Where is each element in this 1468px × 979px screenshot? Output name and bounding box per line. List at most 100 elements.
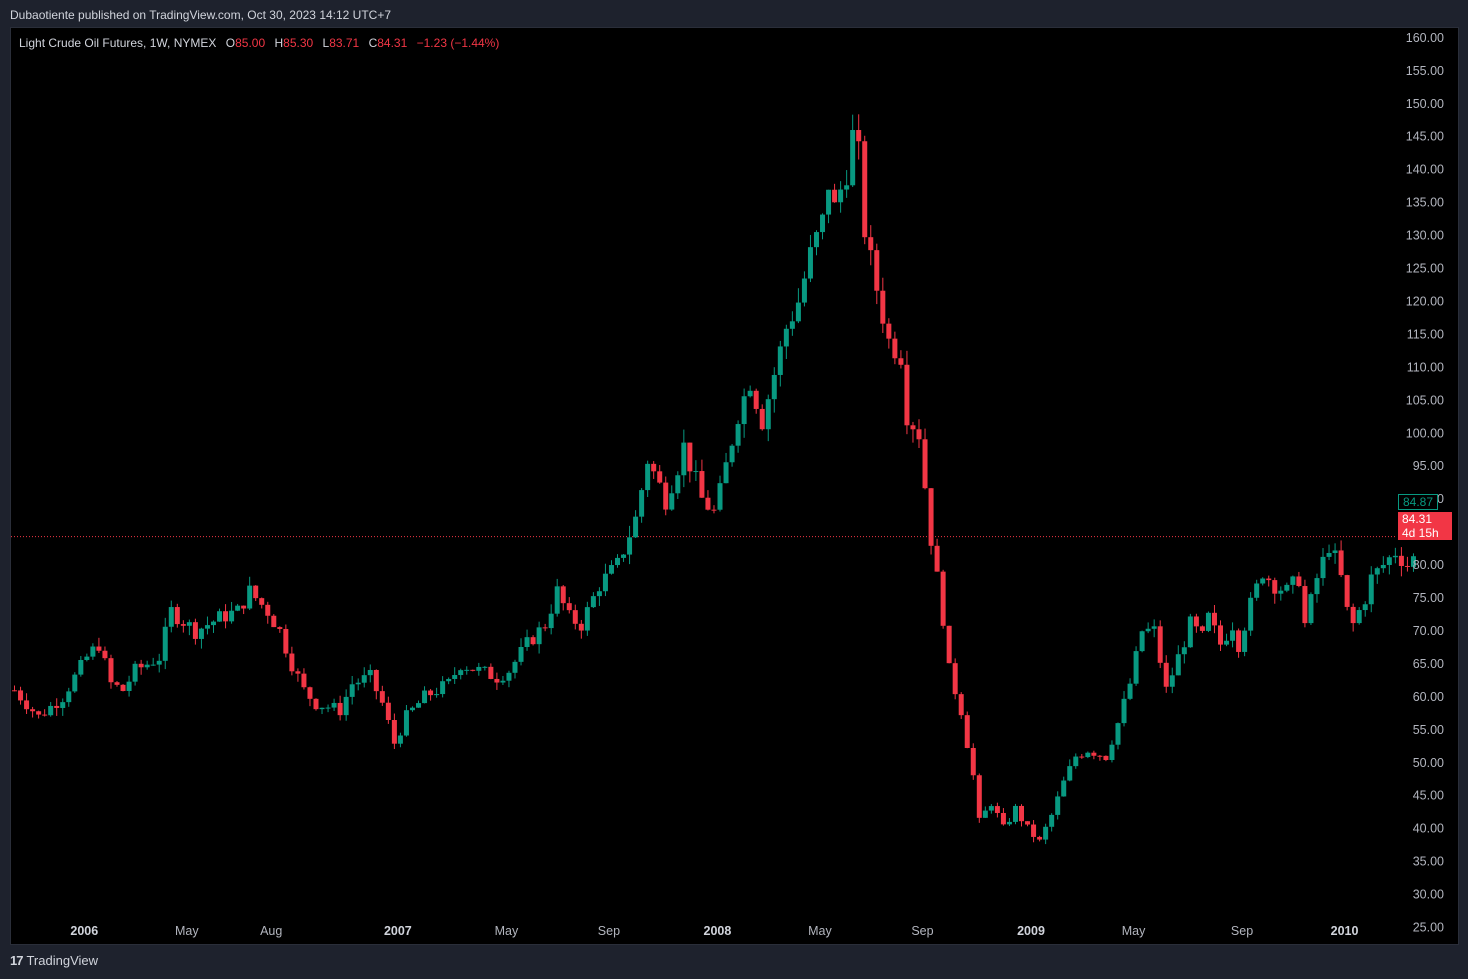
candle-body xyxy=(548,613,554,629)
candle-body xyxy=(229,610,235,622)
candle-body xyxy=(1350,606,1356,624)
x-tick-label: Aug xyxy=(260,924,282,938)
candle-body xyxy=(976,775,982,818)
candle-body xyxy=(373,669,379,692)
candle-body xyxy=(946,625,952,664)
y-tick-label: 70.00 xyxy=(1413,624,1444,638)
candle-body xyxy=(1344,575,1350,607)
candle-body xyxy=(277,627,283,629)
candle-body xyxy=(1012,805,1018,822)
x-tick-label: May xyxy=(808,924,832,938)
candle-body xyxy=(1356,610,1362,624)
candle-body xyxy=(602,573,608,592)
y-tick-label: 75.00 xyxy=(1413,591,1444,605)
candle-body xyxy=(1133,651,1139,684)
x-axis[interactable]: 2006 May Aug 2007 May Sep 2008 May Sep 2009 May Sep… xyxy=(70,924,1358,938)
candle-body xyxy=(1037,836,1043,840)
x-tick-label: 2008 xyxy=(704,924,732,938)
candle-body xyxy=(307,687,313,699)
candle-body xyxy=(904,364,910,426)
candle-body xyxy=(72,674,78,692)
high-value: 85.30 xyxy=(283,36,314,50)
candle-body xyxy=(862,141,868,238)
candle-body xyxy=(898,358,904,365)
candle-body xyxy=(771,374,777,400)
candle-body xyxy=(120,684,126,691)
close-value: 84.31 xyxy=(377,36,408,50)
candle-body xyxy=(910,425,916,430)
candle-body xyxy=(1404,565,1410,567)
candle-body xyxy=(512,661,518,673)
candle-body xyxy=(1392,555,1398,558)
candle-body xyxy=(1224,640,1230,645)
candle-body xyxy=(1019,805,1025,822)
footer-brand[interactable]: 17 TradingView xyxy=(10,953,98,968)
candle-body xyxy=(524,637,530,647)
candle-body xyxy=(174,607,180,625)
candle-body xyxy=(30,709,36,712)
x-tick-label: 2006 xyxy=(70,924,98,938)
candle-body xyxy=(458,670,464,676)
candle-body xyxy=(1338,550,1344,576)
close-label: C xyxy=(368,36,378,50)
candle-body xyxy=(1368,574,1374,605)
candle-body xyxy=(705,497,711,510)
candle-body xyxy=(669,493,675,510)
candle-body xyxy=(102,650,108,659)
candle-body xyxy=(506,672,512,681)
candle-body xyxy=(440,681,446,695)
y-tick-label: 30.00 xyxy=(1413,888,1444,902)
candle-body xyxy=(1380,564,1386,569)
candle-body xyxy=(777,346,783,375)
x-tick-label: May xyxy=(175,924,199,938)
candle-body xyxy=(590,596,596,608)
candle-body xyxy=(1169,675,1175,687)
candle-body xyxy=(1067,766,1073,781)
x-tick-label: May xyxy=(1122,924,1146,938)
candle-body xyxy=(337,702,343,716)
y-axis[interactable]: 160.00 155.00 150.00 145.00 140.00 135.00 130.… xyxy=(1406,31,1444,935)
x-tick-label: May xyxy=(495,924,519,938)
candle-body xyxy=(699,471,705,498)
y-tick-label: 40.00 xyxy=(1413,822,1444,836)
candle-body xyxy=(832,189,838,203)
candle-body xyxy=(96,646,102,651)
candle-body xyxy=(325,707,331,709)
candle-body xyxy=(542,627,548,629)
candle-body xyxy=(765,399,771,430)
candle-body xyxy=(126,681,132,691)
y-tick-label: 135.00 xyxy=(1406,196,1444,210)
candle-body xyxy=(1272,580,1278,594)
candle-body xyxy=(1181,647,1187,655)
candle-body xyxy=(1049,814,1055,827)
candle-body xyxy=(1260,578,1266,584)
y-tick-label: 155.00 xyxy=(1406,64,1444,78)
candle-body xyxy=(500,680,506,683)
candle-body xyxy=(868,237,874,251)
candle-body xyxy=(916,429,922,440)
candle-body xyxy=(1085,752,1091,758)
candlestick-chart[interactable]: 160.00 155.00 150.00 145.00 140.00 135.00 130.… xyxy=(11,28,1458,944)
open-value: 85.00 xyxy=(235,36,266,50)
candle-body xyxy=(1242,630,1248,652)
candle-body xyxy=(295,671,301,674)
candle-body xyxy=(687,442,693,472)
candle-body xyxy=(313,698,319,710)
candle-body xyxy=(144,664,150,668)
candle-body xyxy=(892,338,898,359)
candle-body xyxy=(1043,826,1049,840)
candle-body xyxy=(813,232,819,248)
symbol-legend: Light Crude Oil Futures, 1W, NYMEX O85.0… xyxy=(19,36,499,50)
candle-body xyxy=(108,658,114,683)
candle-body xyxy=(850,130,856,186)
candle-body xyxy=(711,509,717,511)
candle-body xyxy=(759,408,765,430)
candle-body xyxy=(675,475,681,494)
chart-panel[interactable]: 160.00 155.00 150.00 145.00 140.00 135.00 130.… xyxy=(10,27,1459,945)
y-tick-label: 25.00 xyxy=(1413,921,1444,935)
candle-body xyxy=(192,622,198,639)
candle-body xyxy=(1205,612,1211,631)
candle-body xyxy=(940,571,946,626)
candle-body xyxy=(84,656,90,660)
candle-body xyxy=(994,806,1000,813)
